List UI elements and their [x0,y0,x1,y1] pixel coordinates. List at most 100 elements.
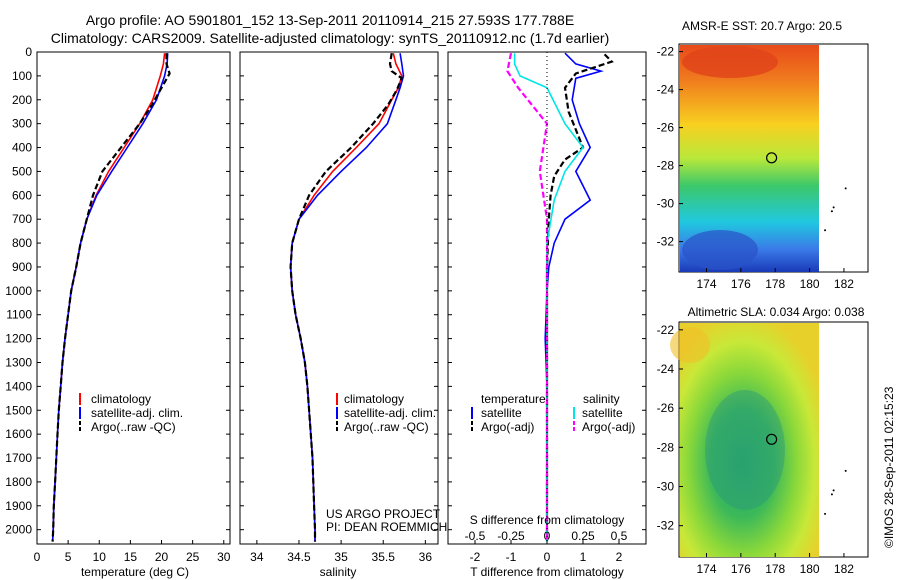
pi-annotation: PI: DEAN ROEMMICH [326,520,447,534]
imos-stamp: ©IMOS 28-Sep-2011 02:15:23 [882,386,896,548]
sst-map-island-dot [830,210,833,213]
temperature-xtick-label: 10 [93,550,107,564]
legend-label-climatology: climatology [91,392,151,406]
sla-map-ytick-label: -24 [657,362,675,376]
sla-heatmap [670,323,819,557]
sla-field [680,323,819,557]
sla-map-xtick-label: 174 [696,562,716,576]
sst-map-xtick-label: 180 [800,277,820,291]
sla-map-ytick-label: -26 [657,401,675,415]
salinity-series-argo-raw-qc- [289,53,404,542]
depth-tick-label: 1000 [5,284,32,298]
depth-tick-label: 700 [12,212,32,226]
temperature-xtick-label: 20 [155,550,169,564]
sla-high-patch [670,327,710,363]
sst-map-markers [766,152,847,232]
sst-cool-patch [682,230,758,270]
sst-warm-patch [682,46,778,78]
depth-tick-label: 1700 [5,451,32,465]
sst-map-island-dot [844,187,847,190]
salinity-axes [239,51,439,545]
sst-map-xtick-label: 178 [765,277,785,291]
depth-tick-label: 500 [12,164,32,178]
salinity-xtick-label: 34 [250,550,264,564]
sla-low-patch [705,390,785,510]
depth-tick-label: 200 [12,93,32,107]
depth-tick-label: 800 [12,236,32,250]
sst-heatmap [680,45,819,272]
difference-xlabel-top: S difference from climatology [470,513,625,527]
depth-tick-label: 1800 [5,475,32,489]
sla-map-island-dot [824,512,827,515]
temperature-xtick-label: 25 [186,550,200,564]
depth-tick-label: 1200 [5,332,32,346]
sst-map-title: AMSR-E SST: 20.7 Argo: 20.5 [682,19,842,33]
depth-tick-label: 1300 [5,355,32,369]
difference-stick-label: -0.25 [497,529,525,543]
depth-tick-label: 100 [12,69,32,83]
depth-tick-label: 1400 [5,379,32,393]
sla-map-ytick-label: -32 [657,519,675,533]
temperature-xtick-label: 0 [34,550,41,564]
sla-map-island-dot [832,489,835,492]
legend-label-argo: Argo(..raw -QC) [91,420,176,434]
legend-label-t-satellite: satellite [481,406,522,420]
sst-map-island-dot [832,206,835,209]
depth-tick-label: 300 [12,117,32,131]
salinity-xtick-label: 35 [334,550,348,564]
legend-title-temperature: temperature [481,392,546,406]
sst-map-ytick-label: -30 [657,197,675,211]
sla-map-xtick-label: 178 [765,562,785,576]
depth-tick-label: 1600 [5,427,32,441]
depth-tick-label: 0 [25,45,32,59]
temperature-xtick-label: 5 [65,550,72,564]
temperature-xtick-label: 30 [217,550,231,564]
depth-tick-label: 1500 [5,403,32,417]
legend-label-satellite: satellite-adj. clim. [91,406,183,420]
legend-label-climatology: climatology [344,392,404,406]
figure-title-line2: Climatology: CARS2009. Satellite-adjuste… [51,30,609,46]
difference-series-satellite [544,52,604,542]
legend-label-t-argo: Argo(-adj) [481,420,534,434]
sla-map-profile-marker [766,433,778,445]
sla-map-title: Altimetric SLA: 0.034 Argo: 0.038 [688,305,865,319]
sla-map-markers [766,433,847,515]
difference-xtick-label: 0 [544,550,551,564]
project-annotation: US ARGO PROJECT [326,507,441,521]
sst-map-island-dot [824,229,827,232]
legend-label-argo: Argo(..raw -QC) [344,420,429,434]
sst-map-xtick-label: 182 [834,277,854,291]
sst-map-profile-marker [766,152,778,164]
sst-map-ytick-label: -32 [657,235,675,249]
difference-stick-label: 0.25 [571,529,595,543]
temperature-axes [36,51,231,545]
temperature-xtick-label: 15 [124,550,138,564]
sst-map-ytick-label: -26 [657,121,675,135]
depth-tick-label: 2000 [5,523,32,537]
depth-tick-label: 600 [12,188,32,202]
salinity-series [289,53,405,542]
sla-map-xtick-label: 182 [834,562,854,576]
salinity-legend: climatology satellite-adj. clim. Argo(..… [336,392,436,434]
salinity-xtick-label: 35.5 [372,550,396,564]
depth-tick-label: 1900 [5,499,32,513]
depth-tick-label: 1100 [6,308,32,322]
sla-map-ytick-label: -30 [657,480,675,494]
salinity-ticks: 34 34.5 35 35.5 36 [240,51,438,564]
difference-series [506,52,614,544]
difference-legend: temperature salinity satellite Argo(-adj… [471,392,635,434]
temperature-xlabel: temperature (deg C) [81,565,189,579]
sla-map-ytick-label: -28 [657,440,675,454]
legend-label-s-satellite: satellite [582,406,623,420]
difference-stick-label: 0.5 [611,529,628,543]
temperature-legend: climatology satellite-adj. clim. Argo(..… [79,392,183,434]
salinity-xtick-label: 34.5 [287,550,311,564]
legend-label-satellite: satellite-adj. clim. [344,406,436,420]
figure-title-line1: Argo profile: AO 5901801_152 13-Sep-2011… [86,12,574,28]
salinity-xtick-label: 36 [419,550,433,564]
sst-map-ytick-label: -24 [657,83,675,97]
sst-map-xtick-label: 174 [696,277,716,291]
salinity-xlabel: salinity [320,565,357,579]
sla-map-ytick-label: -22 [657,323,675,337]
